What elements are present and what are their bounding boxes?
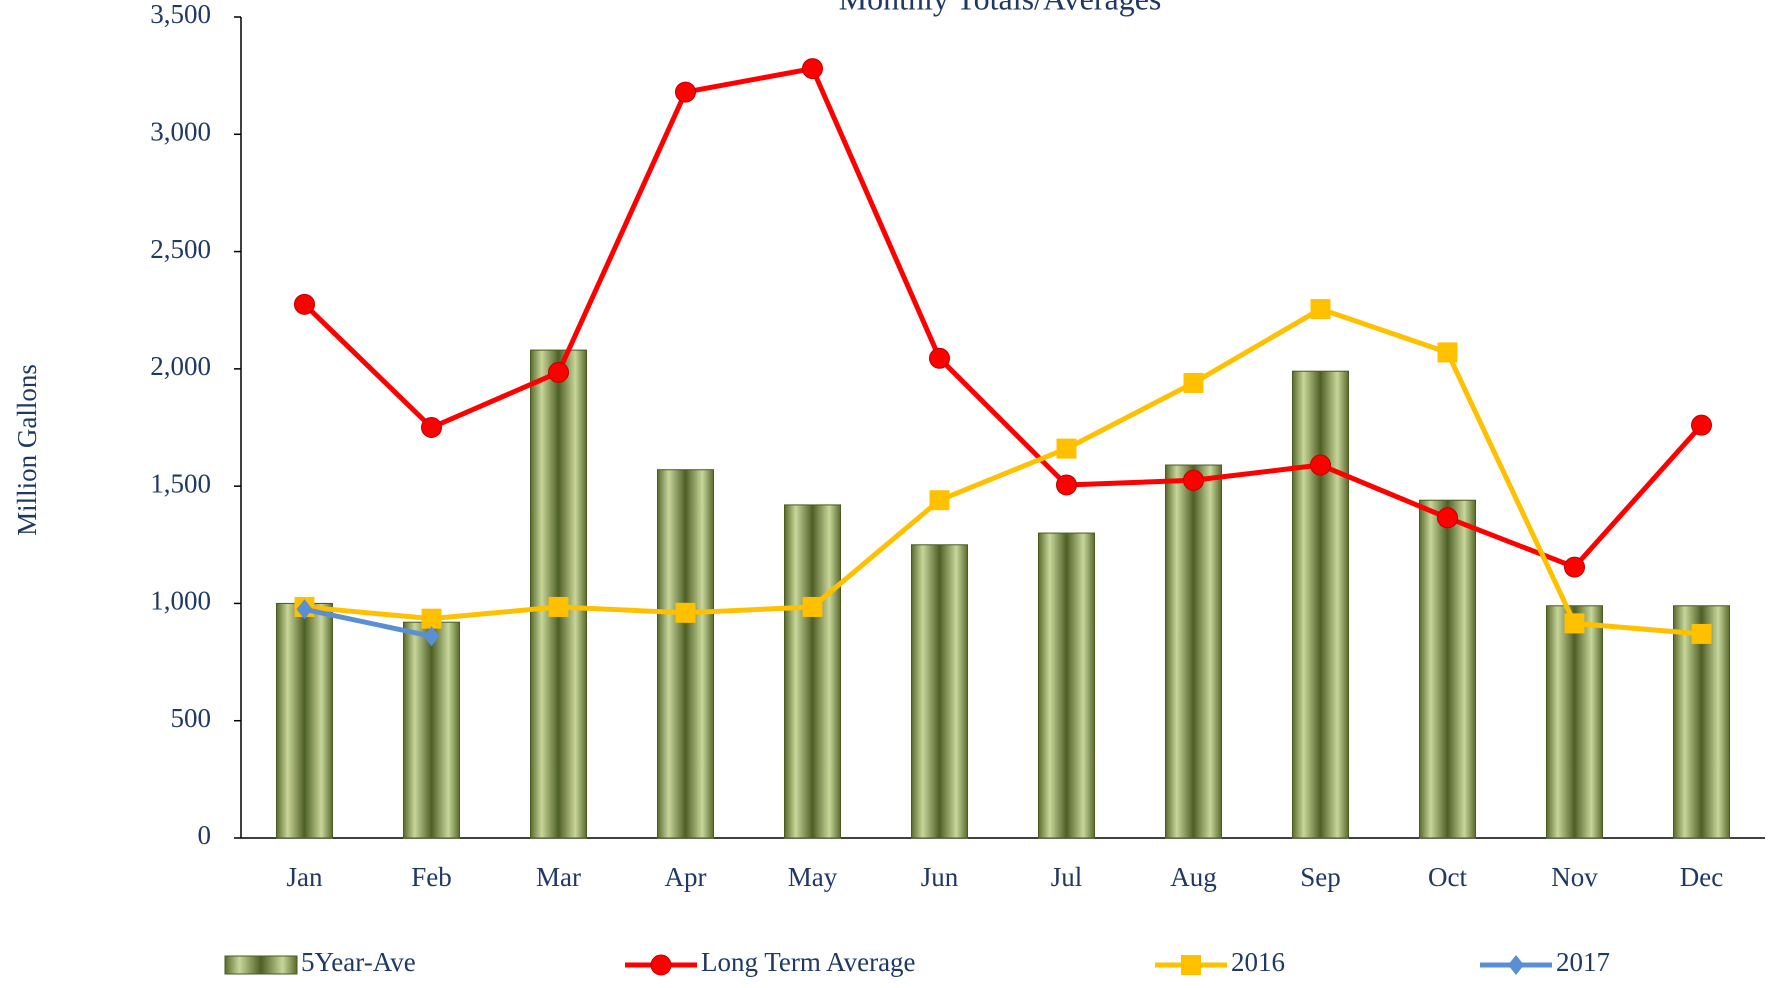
marker: [1691, 623, 1712, 644]
marker: [675, 602, 696, 623]
legend-label: 2017: [1556, 947, 1610, 977]
legend-label: Long Term Average: [701, 947, 916, 977]
marker: [929, 347, 950, 369]
y-tick-label: 1,500: [150, 468, 211, 498]
x-tick-label: Nov: [1551, 862, 1598, 892]
x-tick-label: Mar: [536, 862, 581, 892]
marker: [929, 490, 950, 511]
marker: [1056, 474, 1077, 496]
bar: [1673, 605, 1730, 839]
marker: [1691, 414, 1712, 436]
x-tick-label: Feb: [411, 862, 452, 892]
chart-title: Monthly Totals/Averages: [839, 0, 1162, 16]
bar: [657, 469, 714, 839]
bar: [530, 349, 587, 839]
x-tick-label: May: [788, 862, 838, 892]
marker: [1056, 438, 1077, 459]
marker: [296, 599, 313, 620]
marker: [1564, 556, 1585, 578]
x-tick-label: Apr: [665, 862, 707, 892]
marker: [1310, 454, 1331, 476]
bar: [1038, 532, 1095, 839]
marker: [802, 58, 823, 80]
line: [304, 306, 1702, 637]
marker: [421, 417, 442, 438]
marker: [1181, 955, 1201, 975]
legend-swatch: [224, 955, 298, 975]
y-tick-label: 2,500: [150, 234, 211, 264]
bar: [1165, 464, 1222, 839]
bar: [1292, 370, 1349, 839]
marker: [1310, 299, 1331, 320]
bar: [403, 621, 460, 839]
marker: [548, 361, 569, 383]
y-tick-label: 2,000: [150, 351, 211, 381]
x-tick-label: Jun: [921, 862, 959, 892]
marker: [421, 608, 442, 629]
bar: [1419, 499, 1476, 839]
y-axis-label: Million Gallons: [12, 364, 42, 536]
x-tick-label: Jul: [1051, 862, 1083, 892]
y-tick-label: 3,000: [150, 116, 211, 146]
x-tick-label: Oct: [1428, 862, 1467, 892]
marker: [1437, 342, 1458, 363]
legend-label: 2016: [1231, 947, 1285, 977]
marker: [1508, 955, 1524, 975]
x-tick-label: Jan: [287, 862, 323, 892]
bar: [1546, 605, 1603, 839]
y-tick-label: 500: [171, 703, 212, 733]
marker: [675, 81, 696, 103]
bar: [784, 504, 841, 839]
marker: [1183, 469, 1204, 491]
y-tick-label: 3,500: [150, 0, 211, 29]
line: [302, 66, 1704, 570]
legend-label: 5Year-Ave: [301, 947, 416, 977]
bar: [911, 544, 968, 839]
x-tick-label: Sep: [1300, 862, 1341, 892]
marker: [650, 954, 672, 976]
marker: [548, 596, 569, 617]
marker: [802, 596, 823, 617]
x-tick-label: Aug: [1170, 862, 1217, 892]
marker: [1564, 613, 1585, 634]
marker: [1183, 372, 1204, 393]
y-tick-label: 1,000: [150, 586, 211, 616]
y-tick-label: 0: [198, 820, 212, 850]
line: [303, 606, 433, 639]
bar: [276, 602, 333, 839]
marker: [423, 626, 440, 647]
x-tick-label: Dec: [1680, 862, 1723, 892]
marker: [1437, 507, 1458, 529]
marker: [294, 293, 315, 315]
